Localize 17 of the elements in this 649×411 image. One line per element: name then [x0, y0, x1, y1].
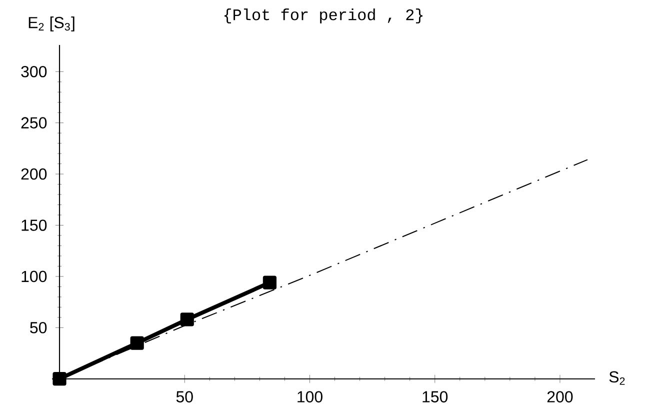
y-tick-label: 150 [22, 220, 47, 231]
y-tick-label: 100 [22, 270, 47, 282]
x-tick-label: 100 [298, 391, 322, 402]
chart-title: {Plot for period , 2} [224, 8, 423, 24]
point [262, 276, 277, 290]
point [130, 336, 144, 350]
y-axis-title: E$_{2}$ [S$_{3}$] [28, 16, 74, 32]
point [52, 372, 66, 386]
x-tick-label: 150 [422, 391, 448, 402]
x-tick-label: 200 [547, 391, 573, 402]
y-tick-label: 300 [21, 66, 47, 78]
y-tick-label: 50 [30, 322, 47, 334]
y-tick-label: 200 [21, 168, 47, 180]
point [180, 312, 194, 326]
y-tick-label: 250 [21, 117, 47, 128]
x-axis-title: S$_{2}$ [609, 371, 625, 385]
x-tick-label: 50 [176, 391, 193, 402]
